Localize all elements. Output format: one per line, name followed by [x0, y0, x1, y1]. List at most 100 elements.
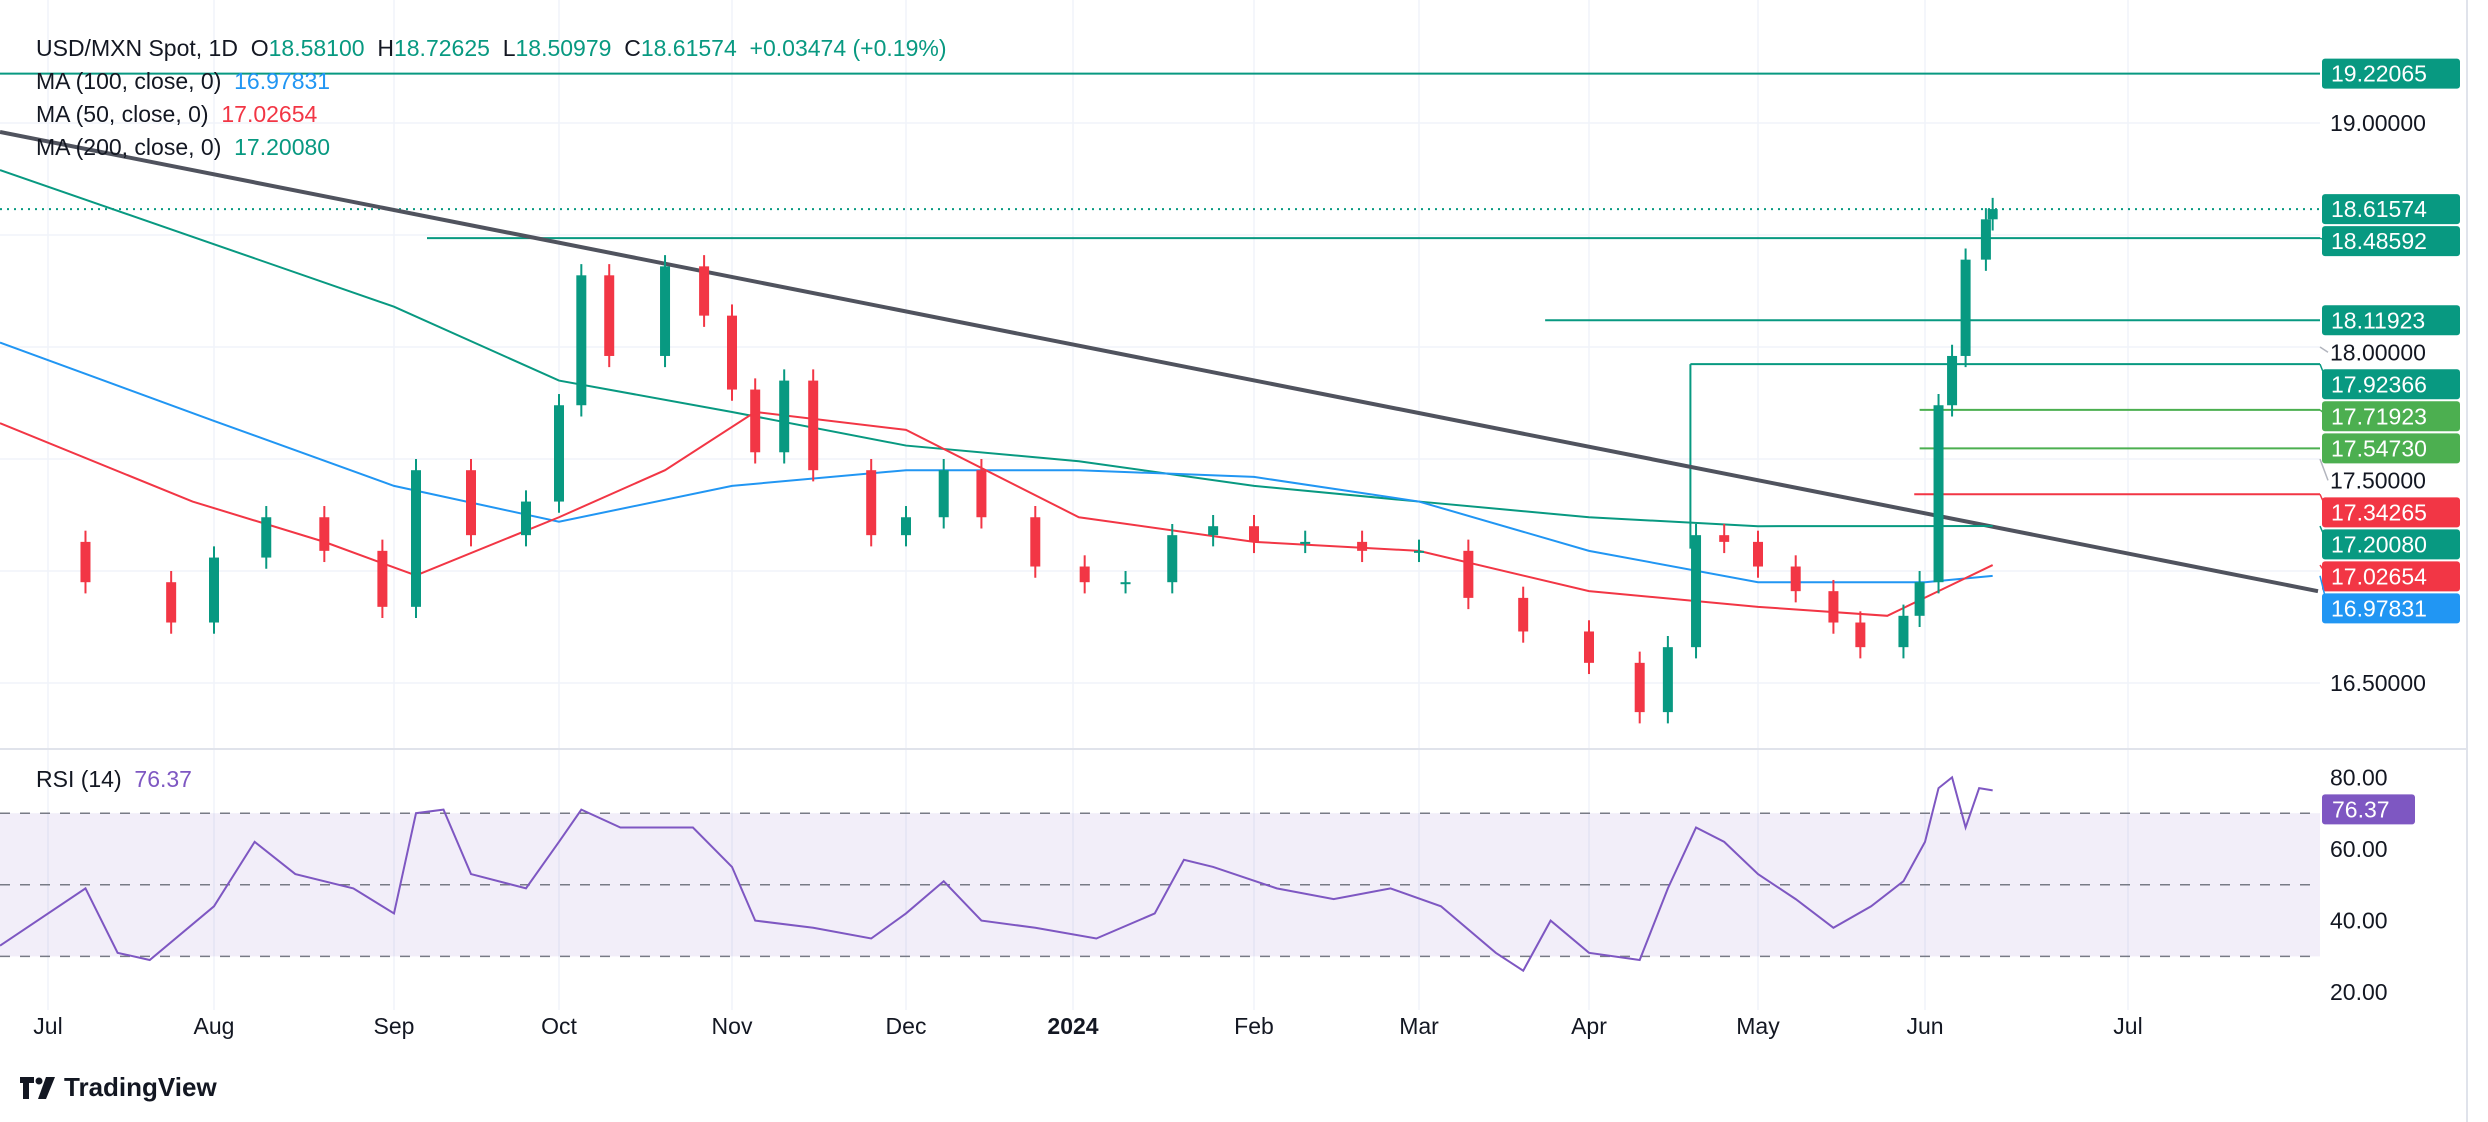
candle-body: [1079, 566, 1090, 583]
rsi-axis-tick: 60.00: [2330, 836, 2388, 862]
candle-body: [660, 266, 671, 356]
time-axis-tick: Sep: [374, 1013, 415, 1039]
price-label-badge: [2322, 593, 2460, 624]
candle-body: [1634, 662, 1645, 713]
ma100-value: 16.97831: [234, 68, 331, 94]
candle-body: [1167, 535, 1178, 583]
symbol-title[interactable]: USD/MXN Spot, 1D: [36, 35, 238, 61]
candle-body: [901, 517, 911, 536]
candle-body: [1662, 647, 1673, 713]
price-label-text: 17.54730: [2331, 435, 2427, 461]
price-label-text: 16.97831: [2331, 595, 2427, 621]
candle-body: [1790, 566, 1801, 592]
time-axis-tick: Jul: [2113, 1013, 2142, 1039]
chart-legend: USD/MXN Spot, 1D O18.58100 H18.72625 L18…: [36, 32, 946, 164]
candle-body: [1357, 541, 1368, 551]
candle-body: [808, 380, 819, 471]
rsi-axis-tick: 80.00: [2330, 764, 2388, 790]
candle-body: [1855, 622, 1866, 648]
candle-body: [866, 470, 877, 536]
candle-body: [1898, 615, 1909, 648]
candle-body: [209, 557, 219, 623]
price-label-leader: [2319, 458, 2329, 481]
price-label-text: 17.20080: [2331, 531, 2427, 557]
price-axis-tick: 16.50000: [2330, 670, 2426, 696]
candle-body: [1914, 582, 1925, 616]
price-label-text: 18.48592: [2331, 228, 2427, 254]
change-value: +0.03474 (+0.19%): [749, 35, 947, 61]
time-axis-tick: Apr: [1571, 1013, 1607, 1039]
candle-body: [1947, 355, 1958, 406]
low-value: 18.50979: [515, 35, 612, 61]
candle-body: [1030, 517, 1041, 567]
price-axis-tick: 17.50000: [2330, 467, 2426, 493]
ma50-value: 17.02654: [221, 101, 318, 127]
price-label-text: 17.34265: [2331, 499, 2427, 525]
ma200-legend[interactable]: MA (200, close, 0) 17.20080: [36, 131, 946, 164]
price-label-text: 17.71923: [2331, 403, 2427, 429]
ma50-legend[interactable]: MA (50, close, 0) 17.02654: [36, 98, 946, 131]
rsi-value-badge-text: 76.37: [2332, 796, 2390, 822]
candle-body: [1463, 550, 1474, 598]
candle-body: [1249, 526, 1259, 542]
time-axis-tick: Mar: [1399, 1013, 1439, 1039]
candle-body: [1828, 591, 1839, 623]
time-axis-tick: Nov: [712, 1013, 753, 1039]
time-axis-tick: Feb: [1234, 1013, 1274, 1039]
price-label-text: 18.61574: [2331, 196, 2427, 222]
moving-average-line: [0, 169, 1993, 528]
rsi-value: 76.37: [134, 766, 192, 792]
candle-body: [1933, 405, 1944, 583]
candle-body: [411, 470, 421, 607]
candle-body: [521, 501, 531, 536]
rsi-label: RSI (14): [36, 766, 122, 792]
ma200-label: MA (200, close, 0): [36, 134, 222, 160]
candle-body: [779, 380, 790, 453]
candle-body: [1518, 597, 1529, 632]
candle-body: [466, 470, 476, 536]
ma50-label: MA (50, close, 0): [36, 101, 209, 127]
price-label-text: 19.22065: [2331, 61, 2427, 87]
price-axis-tick: 18.00000: [2330, 339, 2426, 365]
low-label: L: [502, 35, 516, 61]
ma200-value: 17.20080: [234, 134, 331, 160]
time-axis-tick: Oct: [541, 1013, 577, 1039]
candle-body: [319, 517, 330, 551]
candle-body: [1584, 631, 1594, 663]
time-axis-tick: Jul: [33, 1013, 62, 1039]
candle-body: [166, 582, 177, 623]
ohlc-legend: USD/MXN Spot, 1D O18.58100 H18.72625 L18…: [36, 32, 946, 65]
rsi-axis-tick: 40.00: [2330, 908, 2388, 934]
rsi-value-badge: [2322, 794, 2415, 825]
candle-body: [727, 315, 737, 390]
rsi-legend[interactable]: RSI (14) 76.37: [36, 766, 192, 793]
tradingview-logo[interactable]: TradingView: [20, 1072, 217, 1103]
trendline: [0, 129, 2319, 594]
price-label-badge: [2322, 369, 2460, 400]
ma100-legend[interactable]: MA (100, close, 0) 16.97831: [36, 65, 946, 98]
price-label-badge: [2322, 58, 2460, 89]
candle-body: [1120, 582, 1131, 585]
high-value: 18.72625: [393, 35, 490, 61]
time-axis-tick: May: [1736, 1013, 1780, 1039]
candle-body: [976, 470, 987, 518]
ma100-label: MA (100, close, 0): [36, 68, 222, 94]
time-axis-tick: Aug: [194, 1013, 235, 1039]
candle-body: [576, 275, 587, 406]
open-value: 18.58100: [268, 35, 365, 61]
candle-body: [699, 266, 710, 316]
candle-body: [1691, 535, 1702, 648]
candle-body: [938, 470, 949, 518]
price-axis-tick: 19.00000: [2330, 110, 2426, 136]
candle-body: [377, 550, 388, 607]
time-axis-tick: Jun: [1906, 1013, 1943, 1039]
candle-body: [1208, 526, 1219, 536]
candle-body: [1980, 219, 1991, 260]
open-label: O: [250, 35, 269, 61]
high-label: H: [377, 35, 394, 61]
time-axis-tick: Dec: [886, 1013, 927, 1039]
candle-body: [261, 517, 272, 558]
candle-body: [1719, 535, 1730, 542]
candle-body: [1414, 550, 1424, 553]
